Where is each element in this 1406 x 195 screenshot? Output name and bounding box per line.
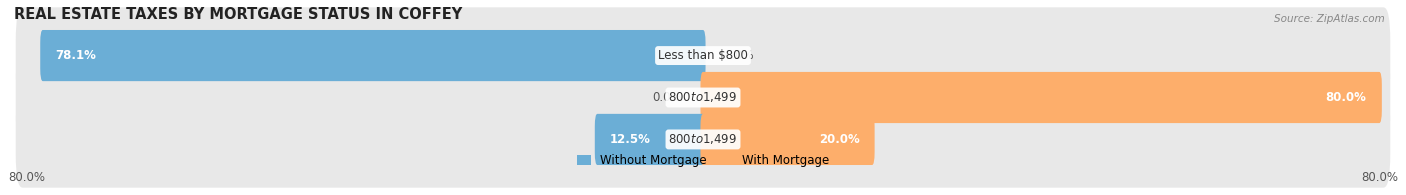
Text: 0.0%: 0.0% [652,91,682,104]
FancyBboxPatch shape [700,72,1382,123]
Text: 80.0%: 80.0% [1326,91,1367,104]
FancyBboxPatch shape [41,30,706,81]
FancyBboxPatch shape [15,7,1391,104]
Text: $800 to $1,499: $800 to $1,499 [668,90,738,105]
Text: Less than $800: Less than $800 [658,49,748,62]
Text: REAL ESTATE TAXES BY MORTGAGE STATUS IN COFFEY: REAL ESTATE TAXES BY MORTGAGE STATUS IN … [14,7,463,22]
FancyBboxPatch shape [15,49,1391,146]
Text: $800 to $1,499: $800 to $1,499 [668,132,738,146]
Legend: Without Mortgage, With Mortgage: Without Mortgage, With Mortgage [572,149,834,172]
Text: 78.1%: 78.1% [55,49,97,62]
FancyBboxPatch shape [595,114,706,165]
Text: 12.5%: 12.5% [610,133,651,146]
Text: 0.0%: 0.0% [724,49,754,62]
Text: 20.0%: 20.0% [818,133,859,146]
FancyBboxPatch shape [15,91,1391,188]
Text: Source: ZipAtlas.com: Source: ZipAtlas.com [1274,14,1385,24]
FancyBboxPatch shape [700,114,875,165]
